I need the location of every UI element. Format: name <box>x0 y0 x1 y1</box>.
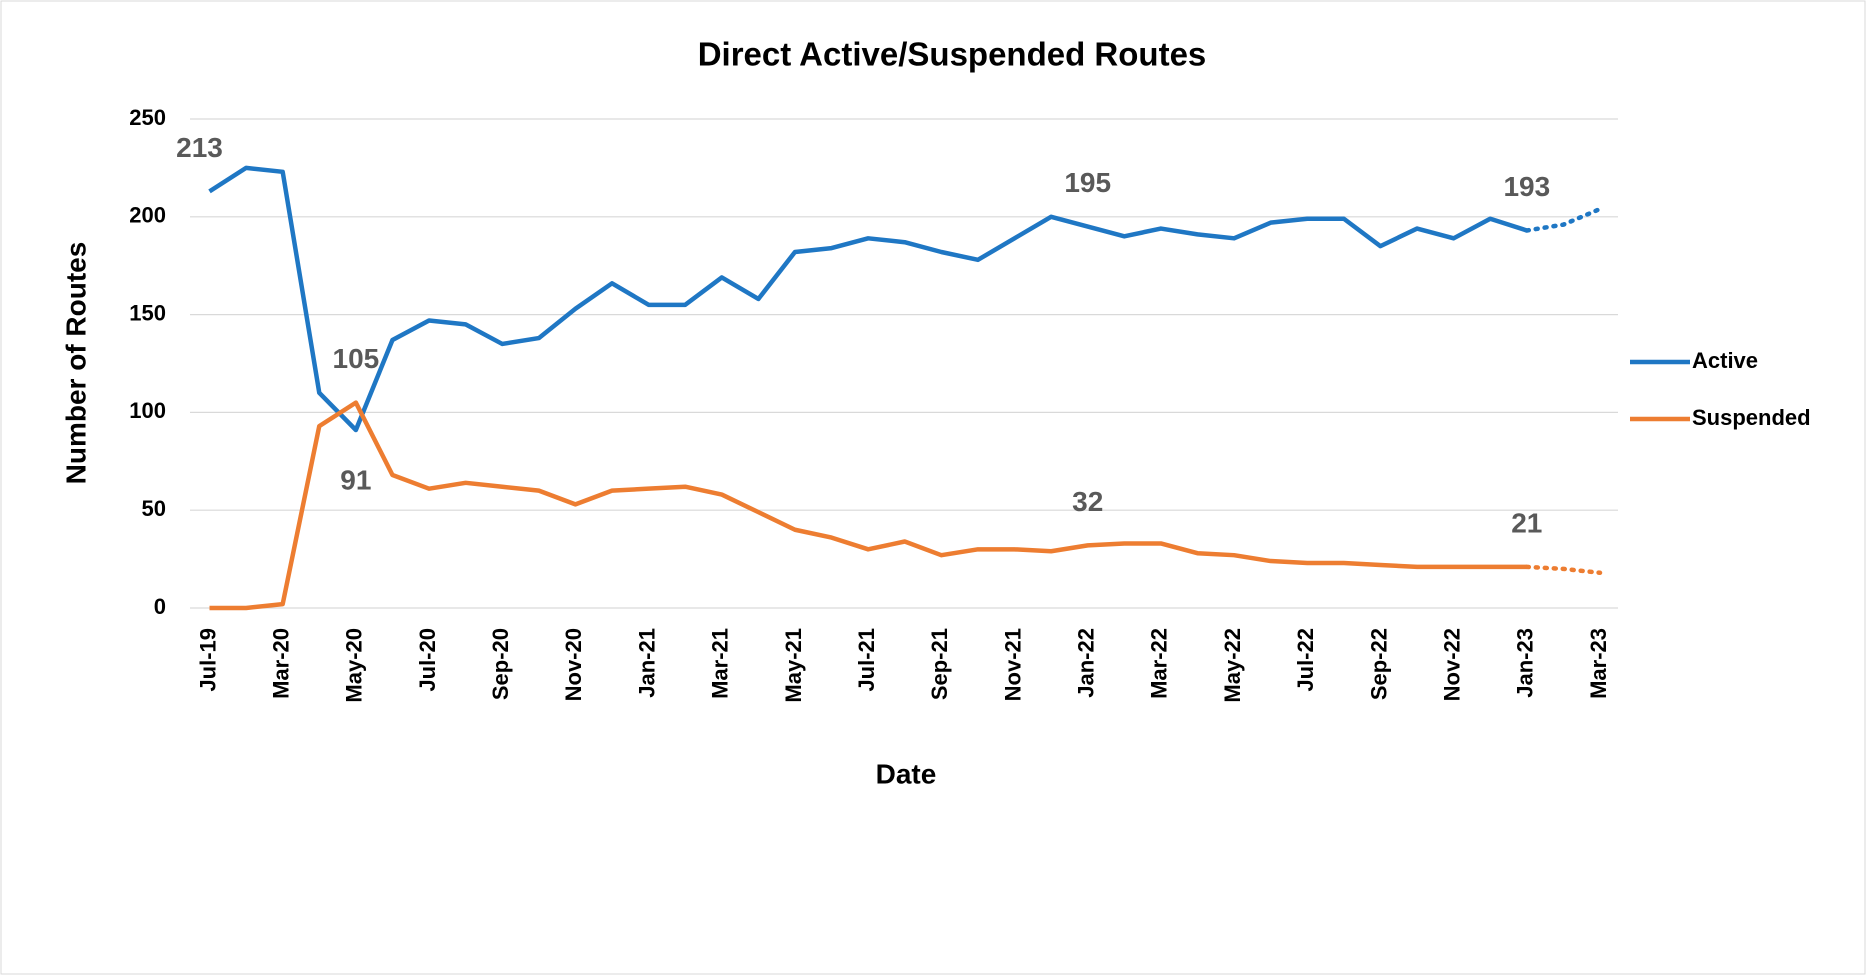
series-line <box>208 165 1528 433</box>
data-label: 32 <box>1072 486 1103 517</box>
x-tick-label: Nov-21 <box>1000 628 1025 701</box>
data-label: 91 <box>340 464 371 495</box>
x-tick-label: Jan-23 <box>1513 628 1538 698</box>
data-label: 195 <box>1064 167 1111 198</box>
x-tick-label: Jan-22 <box>1074 628 1099 698</box>
x-tick-label: Jul-20 <box>415 628 440 692</box>
x-tick-label: May-20 <box>342 628 367 703</box>
y-tick-label: 100 <box>129 398 166 423</box>
x-tick-label: Nov-20 <box>561 628 586 701</box>
y-tick-label: 250 <box>129 105 166 130</box>
data-label: 213 <box>176 132 223 163</box>
x-tick-label: Mar-23 <box>1586 628 1611 699</box>
x-tick-label: Sep-22 <box>1366 628 1391 700</box>
x-tick-label: Mar-22 <box>1147 628 1172 699</box>
legend-label: Suspended <box>1692 405 1811 430</box>
x-tick-label: Mar-20 <box>268 628 293 699</box>
data-label: 193 <box>1503 171 1550 202</box>
x-tick-label: Sep-20 <box>488 628 513 700</box>
y-axis-label: Number of Routes <box>60 242 91 485</box>
legend-label: Active <box>1692 348 1758 373</box>
y-tick-label: 200 <box>129 203 166 228</box>
y-tick-label: 150 <box>129 300 166 325</box>
x-tick-label: Sep-21 <box>927 628 952 700</box>
y-tick-label: 50 <box>142 496 166 521</box>
forecast-line <box>1524 564 1603 576</box>
x-tick-label: Jan-21 <box>634 628 659 698</box>
data-label: 21 <box>1511 507 1542 538</box>
y-tick-label: 0 <box>154 594 166 619</box>
forecast-line <box>1524 206 1603 233</box>
x-axis-label: Date <box>876 758 937 789</box>
x-tick-label: Mar-21 <box>708 628 733 699</box>
x-tick-label: Jul-22 <box>1293 628 1318 692</box>
x-tick-label: May-22 <box>1220 628 1245 703</box>
data-label: 105 <box>333 343 380 374</box>
chart-title: Direct Active/Suspended Routes <box>698 36 1207 73</box>
x-tick-label: Jul-21 <box>854 628 879 692</box>
series-line <box>209 400 1527 611</box>
x-tick-label: May-21 <box>781 628 806 703</box>
x-tick-label: Jul-19 <box>195 628 220 692</box>
x-tick-label: Nov-22 <box>1439 628 1464 701</box>
